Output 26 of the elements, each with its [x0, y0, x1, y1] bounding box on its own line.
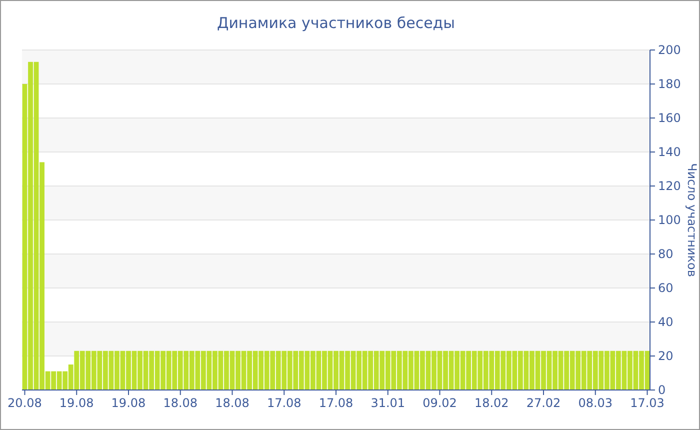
x-tick-label: 08.03: [578, 396, 613, 410]
x-tick-label: 31.01: [370, 396, 406, 410]
x-tick-label: 20.08: [8, 396, 42, 410]
x-tick-label: 18.08: [163, 396, 198, 410]
y-tick-label: 180: [658, 77, 681, 91]
y-tick-label: 60: [658, 281, 674, 295]
y-tick-label: 100: [658, 213, 681, 227]
x-tick-label: 09.02: [422, 396, 457, 410]
y-tick-label: 200: [658, 43, 681, 57]
y-axis-title: Число участников: [685, 163, 699, 277]
y-tick-label: 120: [658, 179, 681, 193]
x-tick-label: 17.08: [318, 396, 354, 410]
x-tick-label: 17.03: [630, 396, 664, 410]
y-tick-label: 140: [658, 145, 681, 159]
y-tick-label: 20: [658, 349, 674, 363]
chart-title: Динамика участников беседы: [216, 14, 456, 32]
y-tick-label: 40: [658, 315, 674, 329]
x-tick-label: 19.08: [111, 396, 146, 410]
y-tick-label: 80: [658, 247, 674, 261]
y-tick-label: 0: [658, 383, 666, 397]
y-tick-label: 160: [658, 111, 681, 125]
x-tick-label: 18.02: [474, 396, 509, 410]
x-tick-label: 19.08: [59, 396, 94, 410]
x-tick-label: 17.08: [266, 396, 302, 410]
x-tick-label: 27.02: [526, 396, 561, 410]
x-tick-label: 18.08: [215, 396, 250, 410]
